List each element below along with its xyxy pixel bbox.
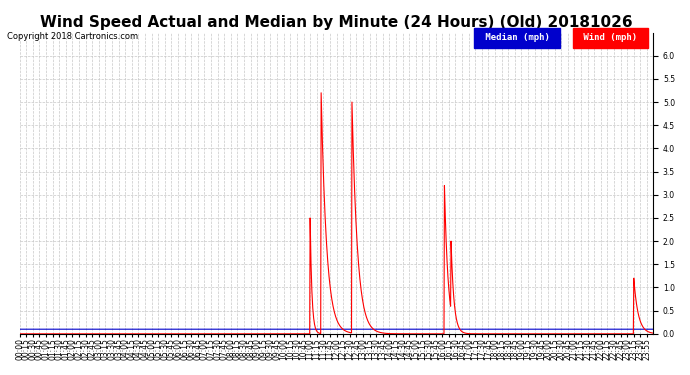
Text: Median (mph): Median (mph) bbox=[480, 33, 555, 42]
Text: Copyright 2018 Cartronics.com: Copyright 2018 Cartronics.com bbox=[7, 32, 138, 41]
Text: Wind (mph): Wind (mph) bbox=[578, 33, 642, 42]
Title: Wind Speed Actual and Median by Minute (24 Hours) (Old) 20181026: Wind Speed Actual and Median by Minute (… bbox=[40, 15, 633, 30]
